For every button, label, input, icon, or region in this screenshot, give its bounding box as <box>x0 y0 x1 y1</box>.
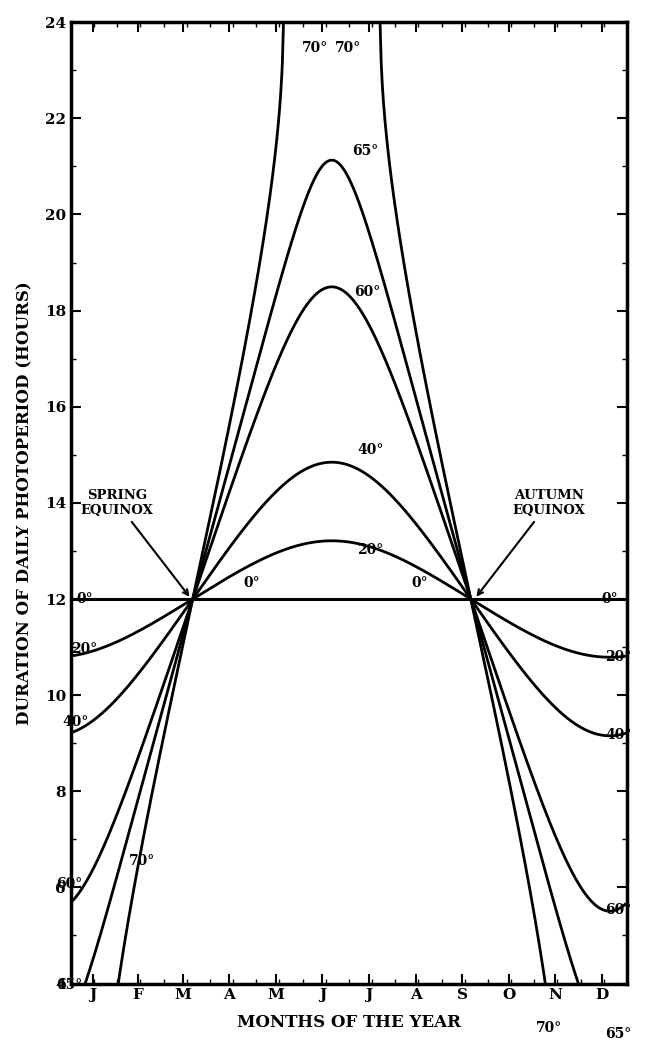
Text: 65°: 65° <box>56 979 83 992</box>
X-axis label: MONTHS OF THE YEAR: MONTHS OF THE YEAR <box>237 1013 461 1030</box>
Text: 0°: 0° <box>77 592 93 606</box>
Text: 60°: 60° <box>605 903 631 917</box>
Text: 70°: 70° <box>335 41 361 56</box>
Text: 0°: 0° <box>411 576 428 590</box>
Text: 40°: 40° <box>605 729 631 742</box>
Text: 20°: 20° <box>605 650 631 664</box>
Text: 0°: 0° <box>244 576 261 590</box>
Text: 60°: 60° <box>56 878 83 891</box>
Text: 20°: 20° <box>357 543 383 558</box>
Y-axis label: DURATION OF DAILY PHOTOPERIOD (HOURS): DURATION OF DAILY PHOTOPERIOD (HOURS) <box>17 281 34 724</box>
Text: 70°: 70° <box>536 1022 562 1035</box>
Text: 40°: 40° <box>357 443 384 458</box>
Text: 60°: 60° <box>354 285 381 298</box>
Text: SPRING
EQUINOX: SPRING EQUINOX <box>81 489 188 595</box>
Text: 20°: 20° <box>72 642 98 655</box>
Text: 70°: 70° <box>129 855 155 868</box>
Text: 65°: 65° <box>605 1027 631 1042</box>
Text: AUTUMN
EQUINOX: AUTUMN EQUINOX <box>478 489 585 595</box>
Text: 70°: 70° <box>302 41 328 56</box>
Text: 0°: 0° <box>601 592 618 606</box>
Text: 65°: 65° <box>352 144 378 158</box>
Text: 40°: 40° <box>62 715 88 730</box>
